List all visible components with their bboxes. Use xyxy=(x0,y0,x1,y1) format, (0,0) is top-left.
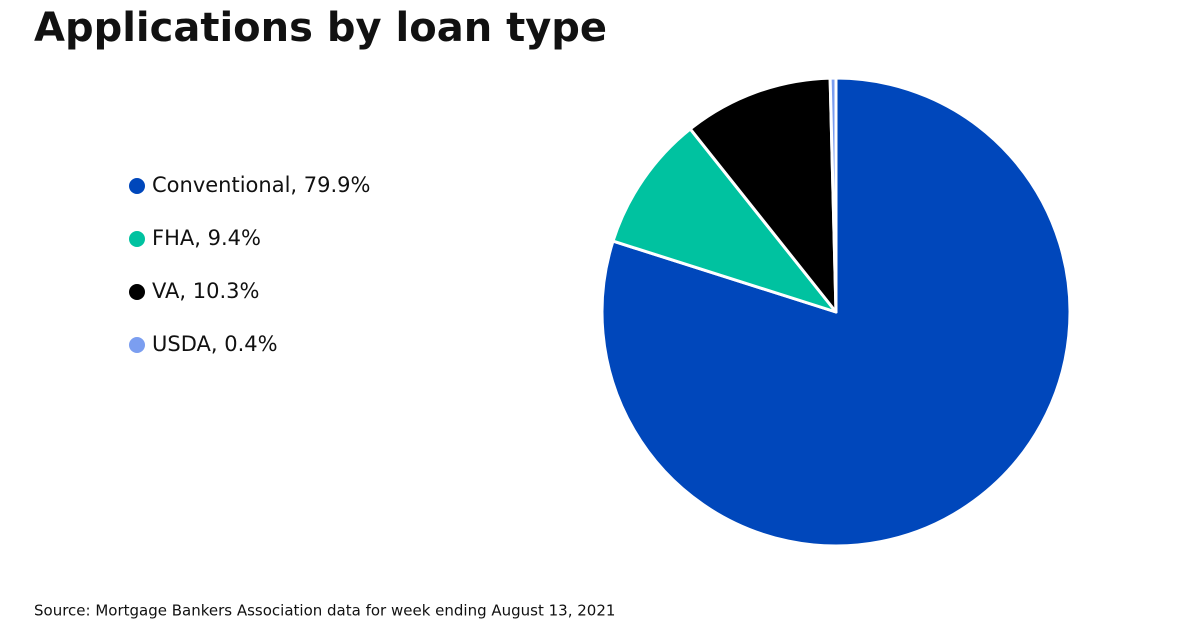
legend-label: VA, 10.3% xyxy=(152,279,259,303)
pie-slice xyxy=(828,76,838,314)
pie-slice xyxy=(688,76,838,314)
legend-marker xyxy=(129,231,145,247)
chart-title: Applications by loan type xyxy=(34,5,607,51)
legend-label: FHA, 9.4% xyxy=(152,226,261,250)
legend-marker xyxy=(129,284,145,300)
pie-slice xyxy=(611,127,838,314)
source-note: Source: Mortgage Bankers Association dat… xyxy=(34,602,615,620)
legend-marker xyxy=(129,337,145,353)
legend-label: Conventional, 79.9% xyxy=(152,173,370,197)
legend-label: USDA, 0.4% xyxy=(152,332,278,356)
legend-marker xyxy=(129,178,145,194)
